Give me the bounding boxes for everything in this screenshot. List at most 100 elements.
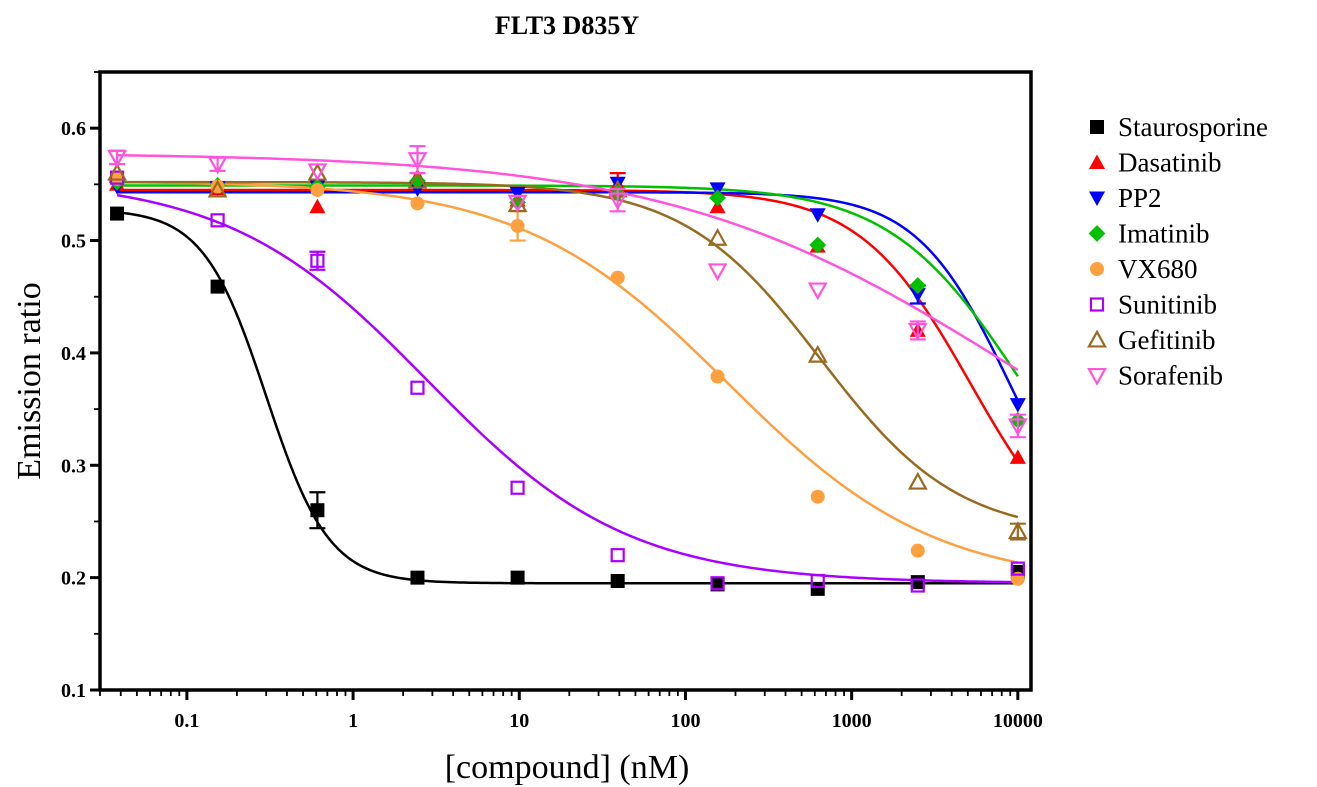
- data-point: [809, 208, 826, 223]
- data-point: [807, 344, 828, 363]
- legend-marker-staurosporine: [1090, 120, 1104, 134]
- fit-curve-sorafenib: [117, 153, 1019, 372]
- x-tick-label: 100: [670, 710, 700, 732]
- x-tick-label: 10: [509, 710, 529, 732]
- data-point: [509, 193, 526, 211]
- legend-marker-pp2: [1088, 191, 1106, 207]
- fit-curve-sunitinib: [116, 193, 1018, 584]
- legend-marker-sorafenib: [1087, 367, 1107, 386]
- data-point: [1007, 418, 1028, 437]
- data-point: [810, 489, 825, 504]
- x-tick-label: 1: [348, 710, 358, 732]
- data-point: [1007, 521, 1028, 540]
- data-point: [610, 574, 625, 589]
- legend-marker-vx680: [1090, 262, 1104, 276]
- data-point: [207, 179, 228, 198]
- data-point: [810, 573, 825, 589]
- legend-marker-dasatinib: [1088, 154, 1106, 169]
- legend-marker-gefitinib: [1087, 329, 1107, 348]
- data-point: [810, 581, 825, 596]
- data-point: [110, 206, 125, 221]
- data-point: [607, 192, 628, 211]
- data-point: [510, 480, 525, 495]
- legend-label-imatinib: Imatinib: [1118, 219, 1209, 249]
- data-point: [909, 277, 927, 294]
- data-point: [107, 149, 127, 168]
- data-points: [107, 145, 1028, 596]
- data-point: [410, 570, 425, 585]
- data-point: [307, 163, 328, 182]
- plot-frame: [98, 70, 1033, 692]
- data-point: [310, 253, 325, 268]
- y-tick-label: 0.2: [61, 568, 86, 590]
- series-staurosporine: [110, 206, 1025, 596]
- data-point: [310, 182, 325, 197]
- x-axis-label: [compound] (nM): [445, 749, 690, 786]
- data-point: [210, 279, 225, 294]
- fit-curve-imatinib: [117, 184, 1019, 377]
- data-point: [707, 263, 728, 282]
- series-pp2: [109, 176, 1026, 413]
- data-point: [707, 227, 728, 246]
- data-point: [409, 182, 426, 197]
- legend-label-vx680: VX680: [1118, 254, 1198, 284]
- y-tick-label: 0.5: [61, 231, 86, 253]
- data-point: [710, 577, 725, 592]
- legend-label-staurosporine: Staurosporine: [1118, 112, 1268, 142]
- data-point: [510, 218, 525, 233]
- y-axis: 0.1 0.2 0.3 0.4 0.5 0.6: [61, 71, 100, 702]
- fit-curve-vx680: [117, 180, 1019, 564]
- data-point: [410, 196, 425, 211]
- y-tick-label: 0.1: [61, 680, 86, 702]
- legend-label-sorafenib: Sorafenib: [1118, 361, 1223, 391]
- y-tick-label: 0.6: [61, 118, 86, 140]
- data-point: [907, 322, 928, 341]
- legend-label-sunitinib: Sunitinib: [1118, 290, 1217, 320]
- legend-label-gefitinib: Gefitinib: [1118, 325, 1215, 355]
- legend-label-pp2: PP2: [1118, 183, 1162, 213]
- y-tick-label: 0.3: [61, 455, 86, 477]
- y-tick-label: 0.4: [61, 343, 86, 365]
- data-point: [407, 152, 428, 170]
- legend: Staurosporine Dasatinib PP2 Imatinib VX680 Su…: [1087, 112, 1268, 391]
- legend-label-dasatinib: Dasatinib: [1118, 148, 1221, 178]
- data-point: [207, 156, 228, 175]
- data-point: [909, 288, 926, 303]
- chart-title: FLT3 D835Y: [495, 11, 639, 40]
- data-point: [907, 471, 928, 490]
- data-point: [309, 198, 326, 214]
- fit-curve-dasatinib: [117, 188, 1019, 463]
- data-point: [1010, 561, 1025, 576]
- x-tick-label: 10000: [993, 710, 1043, 732]
- data-point: [410, 380, 425, 395]
- data-point: [409, 172, 426, 190]
- series-vx680: [110, 171, 1025, 586]
- data-point: [910, 578, 925, 593]
- data-point: [710, 369, 725, 384]
- legend-marker-sunitinib: [1089, 297, 1105, 312]
- data-point: [510, 570, 525, 585]
- fit-curve-staurosporine: [116, 211, 1018, 585]
- data-point: [507, 194, 528, 213]
- y-axis-label: Emission ratio: [11, 282, 48, 479]
- data-point: [310, 503, 325, 518]
- fit-curve-gefitinib: [117, 180, 1019, 519]
- fit-curves: [116, 153, 1019, 585]
- data-point: [710, 576, 725, 591]
- data-point: [1009, 449, 1026, 464]
- data-point: [809, 236, 827, 254]
- x-tick-label: 0.1: [174, 710, 199, 732]
- data-point: [610, 548, 625, 563]
- series-gefitinib: [107, 162, 1028, 541]
- series-sorafenib: [107, 145, 1028, 439]
- data-point: [407, 170, 428, 189]
- series-sunitinib: [109, 170, 1025, 593]
- data-point: [610, 270, 625, 285]
- legend-marker-imatinib: [1088, 225, 1106, 242]
- data-point: [910, 543, 925, 558]
- data-point: [709, 189, 726, 207]
- data-point: [107, 162, 127, 181]
- x-tick-label: 1000: [832, 710, 872, 732]
- data-point: [807, 282, 828, 301]
